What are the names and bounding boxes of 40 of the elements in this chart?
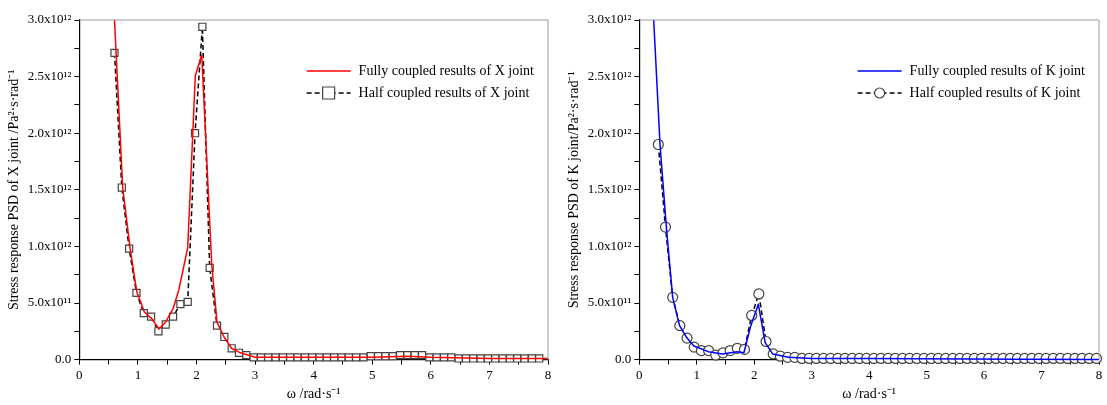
x-tick-label: 5 <box>923 366 930 382</box>
legend-label: Half coupled results of K joint <box>909 84 1081 100</box>
x-tick-label: 3 <box>251 366 259 382</box>
y-tick-label: 1.5x10¹² <box>587 181 632 197</box>
y-tick-label: 2.0x10¹² <box>587 124 632 140</box>
x-axis-title: ω /rad·s⁻¹ <box>842 386 897 402</box>
y-tick-label: 2.0x10¹² <box>27 124 72 140</box>
y-tick-label: 1.0x10¹² <box>587 237 632 253</box>
y-tick-label: 5.0x10¹¹ <box>587 294 632 310</box>
y-tick-label: 0.0 <box>615 351 632 367</box>
x-tick-label: 8 <box>1095 366 1103 382</box>
y-tick-label: 1.5x10¹² <box>27 181 72 197</box>
y-axis-title: Stress response PSD of K joint/Pa²·s·rad⁻¹ <box>566 71 582 309</box>
x-axis-title: ω /rad·s⁻¹ <box>286 386 341 402</box>
legend-label: Half coupled results of X joint <box>358 84 530 100</box>
y-tick-label: 2.5x10¹² <box>27 68 72 84</box>
y-tick-label: 2.5x10¹² <box>587 68 632 84</box>
x-tick-label: 1 <box>693 366 701 382</box>
x-tick-label: 3 <box>808 366 815 382</box>
legend-label: Fully coupled results of K joint <box>909 62 1086 78</box>
x-tick-label: 5 <box>369 366 376 382</box>
x-tick-label: 1 <box>134 366 142 382</box>
x-tick-label: 2 <box>751 366 758 382</box>
x-tick-label: 2 <box>193 366 200 382</box>
x-tick-label: 4 <box>310 366 318 382</box>
x-tick-label: 6 <box>427 366 435 382</box>
y-tick-label: 1.0x10¹² <box>27 237 72 253</box>
y-tick-label: 0.0 <box>55 351 72 367</box>
y-axis-title: Stress response PSD of X joint /Pa²·s·rad⁻¹ <box>6 69 22 311</box>
x-tick-label: 7 <box>1038 366 1046 382</box>
y-tick-label: 5.0x10¹¹ <box>27 294 72 310</box>
legend-label: Fully coupled results of X joint <box>358 62 535 78</box>
x-tick-label: 8 <box>544 366 552 382</box>
y-tick-label: 3.0x10¹² <box>27 11 72 27</box>
y-tick-label: 3.0x10¹² <box>587 11 632 27</box>
x-tick-label: 4 <box>865 366 873 382</box>
x-tick-label: 6 <box>980 366 988 382</box>
x-tick-label: 0 <box>76 366 83 382</box>
x-tick-label: 0 <box>636 366 643 382</box>
x-tick-label: 7 <box>486 366 494 382</box>
